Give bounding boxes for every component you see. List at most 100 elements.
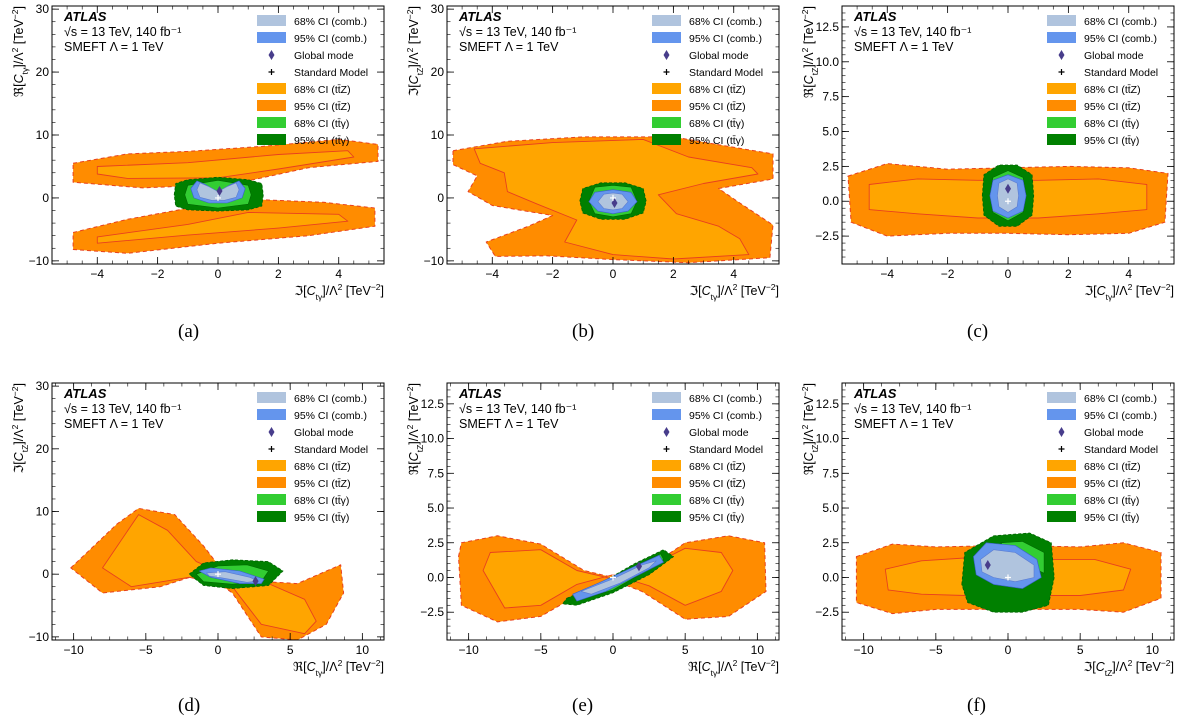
region-comb68-0	[980, 549, 1035, 582]
y-tick-label: −2.5	[815, 605, 839, 619]
legend-swatch	[257, 409, 286, 420]
legend-plus-icon	[1058, 446, 1065, 452]
y-tick-label: 7.5	[822, 466, 839, 480]
x-tick-label: −2	[151, 267, 165, 281]
legend-label: 95% CI (tt̄Z)	[689, 478, 746, 490]
x-tick-label: −5	[929, 643, 943, 657]
legend-swatch	[1047, 511, 1076, 522]
x-tick-label: 0	[215, 643, 222, 657]
legend-swatch	[652, 100, 681, 111]
legend-label: 68% CI (comb.)	[1084, 16, 1157, 28]
legend-swatch	[257, 32, 286, 43]
legend-diamond-icon	[663, 427, 670, 437]
x-axis-label: ℜ[Ctγ]/Λ2 [TeV−2]	[688, 658, 779, 678]
x-axis-label: ℑ[CtZ]/Λ2 [TeV−2]	[1083, 658, 1174, 678]
x-tick-label: −4	[90, 267, 104, 281]
legend-label: Standard Model	[689, 67, 763, 79]
legend-label: 68% CI (tt̄Z)	[1084, 84, 1141, 96]
panel-label-b: (b)	[572, 321, 595, 342]
legend-swatch	[257, 392, 286, 403]
x-axis-label: ℜ[Ctγ]/Λ2 [TeV−2]	[293, 658, 384, 678]
x-tick-label: 5	[287, 643, 294, 657]
legend-swatch	[257, 477, 286, 488]
legend-label: 68% CI (tt̄Z)	[294, 461, 351, 473]
chart-panel-f: −10 −5 0 5 10 −2.5 0.0 2.5 5.0 7.5 10.0 12.5 ℑ[CtZ]/…	[800, 382, 1175, 678]
legend: 68% CI (comb.) 95% CI (comb.) Global mode S…	[1047, 15, 1158, 147]
legend-label: 95% CI (comb.)	[689, 33, 762, 45]
plot-area	[847, 163, 1169, 237]
legend-plus-icon	[268, 69, 275, 75]
x-axis-label: ℑ[Ctγ]/Λ2 [TeV−2]	[1084, 282, 1174, 302]
legend-label: 68% CI (tt̄Z)	[1084, 461, 1141, 473]
legend-label: Global mode	[1084, 427, 1144, 439]
legend-diamond-icon	[663, 50, 670, 60]
panel-label-a: (a)	[178, 321, 200, 342]
energy-label: √s = 13 TeV, 140 fb⁻¹	[459, 402, 576, 416]
y-tick-label: 7.5	[822, 90, 839, 104]
model-label: SMEFT Λ = 1 TeV	[459, 417, 559, 431]
legend-label: 95% CI (comb.)	[1084, 33, 1157, 45]
y-tick-label: 20	[431, 65, 445, 79]
x-tick-label: 10	[751, 643, 765, 657]
energy-label: √s = 13 TeV, 140 fb⁻¹	[854, 402, 971, 416]
plot-area	[855, 532, 1162, 615]
y-tick-label: 2.5	[822, 159, 839, 173]
standard-model-marker	[215, 194, 221, 201]
legend-swatch	[652, 392, 681, 403]
legend-swatch	[652, 409, 681, 420]
legend-label: 95% CI (tt̄γ)	[689, 512, 744, 524]
y-tick-label: 20	[36, 442, 50, 456]
y-tick-label: 10.0	[421, 432, 445, 446]
legend-label: 68% CI (tt̄Z)	[689, 84, 746, 96]
legend-swatch	[257, 100, 286, 111]
chart-panel-c: −4 −2 0 2 4 −2.5 0.0 2.5 5.0 7.5 10.0 12.5 ℑ[Ctγ]/Λ2…	[800, 5, 1175, 302]
panel-label-d: (d)	[178, 695, 201, 716]
y-axis-label: ℑ[CtZ]/Λ2 [TeV−2]	[10, 383, 30, 474]
legend-label: 95% CI (tt̄Z)	[294, 478, 351, 490]
standard-model-marker	[610, 194, 616, 201]
legend-swatch	[257, 83, 286, 94]
legend-label: 68% CI (tt̄γ)	[1084, 495, 1139, 507]
y-tick-label: 10.0	[816, 432, 840, 446]
legend-label: 95% CI (tt̄Z)	[1084, 478, 1141, 490]
legend-swatch	[257, 134, 286, 145]
legend-label: 68% CI (tt̄γ)	[689, 495, 744, 507]
x-tick-label: −5	[534, 643, 548, 657]
chart-panel-b: −4 −2 0 2 4 −10 0 10 20 30 ℑ[Ctγ]/Λ2 [TeV−2] ℑ[CtZ]…	[405, 2, 780, 302]
legend-diamond-icon	[1058, 50, 1065, 60]
legend-label: 95% CI (tt̄γ)	[294, 512, 349, 524]
legend-label: 68% CI (tt̄γ)	[689, 118, 744, 130]
model-label: SMEFT Λ = 1 TeV	[64, 417, 164, 431]
chart-panel-d: −10 −5 0 5 10 −10 0 10 20 30 ℜ[Ctγ]/Λ2 [TeV−2] ℑ[Ct…	[10, 379, 385, 678]
legend-label: Standard Model	[1084, 444, 1158, 456]
legend: 68% CI (comb.) 95% CI (comb.) Global mode S…	[257, 392, 368, 524]
y-tick-label: 0	[42, 567, 49, 581]
y-tick-label: 7.5	[427, 466, 444, 480]
y-axis-label: ℑ[CtZ]/Λ2 [TeV−2]	[405, 6, 425, 97]
atlas-label: ATLAS	[458, 9, 502, 24]
legend-label: Standard Model	[294, 444, 368, 456]
legend-label: Standard Model	[294, 67, 368, 79]
plot-area	[70, 507, 345, 640]
standard-model-marker	[1005, 198, 1011, 205]
panel-label-e: (e)	[572, 695, 594, 716]
legend-swatch	[257, 460, 286, 471]
chart-panel-a: −4 −2 0 2 4 −10 0 10 20 30 ℑ[Ctγ]/Λ2 [TeV−2] ℜ[Ctγ]…	[10, 2, 385, 302]
legend-swatch	[1047, 15, 1076, 26]
y-tick-label: 30	[431, 2, 445, 16]
y-tick-label: 20	[36, 65, 50, 79]
region-comb68-0	[997, 178, 1019, 213]
legend-swatch	[1047, 83, 1076, 94]
legend: 68% CI (comb.) 95% CI (comb.) Global mode S…	[257, 15, 368, 147]
legend-label: 95% CI (comb.)	[1084, 410, 1157, 422]
legend-label: Global mode	[689, 50, 749, 62]
x-tick-label: 4	[730, 267, 737, 281]
legend-plus-icon	[663, 69, 670, 75]
standard-model-marker	[610, 574, 616, 581]
global-mode-marker	[1005, 183, 1011, 194]
y-tick-label: 2.5	[427, 536, 444, 550]
legend-label: 95% CI (comb.)	[689, 410, 762, 422]
y-axis-label: ℜ[CtZ]/Λ2 [TeV−2]	[800, 383, 820, 475]
x-tick-label: −4	[485, 267, 499, 281]
